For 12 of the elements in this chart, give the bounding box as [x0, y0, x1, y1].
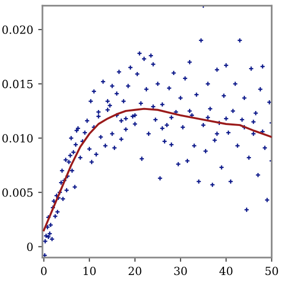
x-tick-label: 30 [174, 266, 187, 276]
line-series [42, 108, 272, 232]
y-tick-label: 0 [27, 242, 33, 252]
y-tick-label: 0.005 [2, 188, 33, 197]
y-tick-label: 0.015 [2, 80, 33, 88]
x-tick-label: 0 [41, 266, 47, 276]
x-tick-label: 10 [84, 266, 96, 276]
y-tick-label: 0.020 [2, 26, 33, 34]
x-tick-label: 20 [128, 266, 142, 276]
y-tick-label: 0.010 [2, 134, 33, 142]
x-tick-label: 50 [266, 266, 278, 276]
x-tick-label: 40 [219, 266, 232, 276]
